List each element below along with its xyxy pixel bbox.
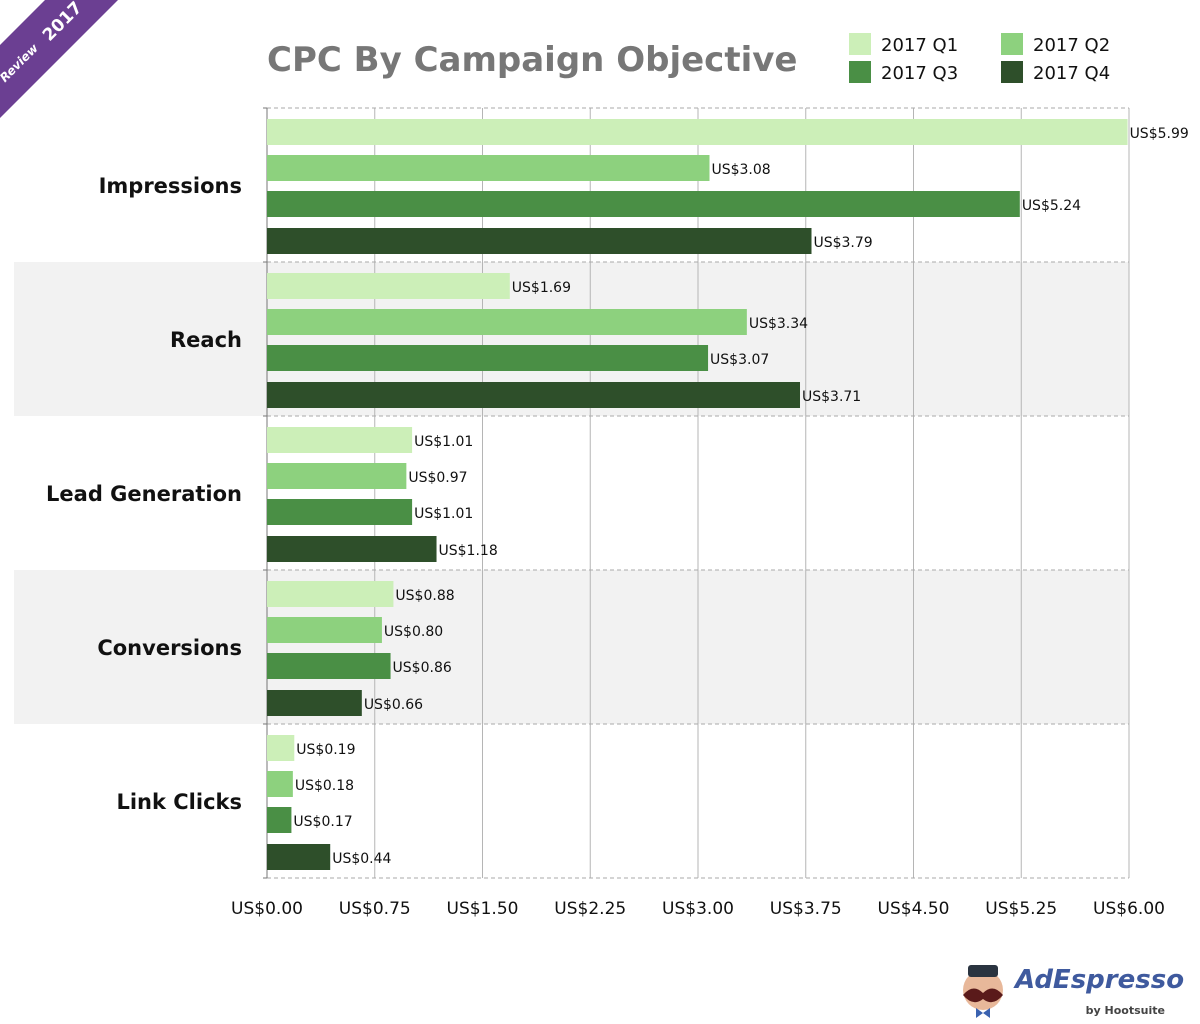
bar-2017-q2 (267, 155, 710, 181)
bar-2017-q3 (267, 807, 292, 833)
x-tick-label: US$0.75 (339, 899, 411, 919)
category-label: Reach (170, 328, 242, 352)
bar-2017-q4 (267, 382, 801, 408)
data-label: US$0.17 (293, 814, 352, 830)
mascot-mustache-icon (963, 988, 1003, 1003)
bar-2017-q3 (267, 345, 709, 371)
bar-2017-q4 (267, 536, 437, 562)
legend-swatch (849, 61, 871, 83)
data-label: US$1.01 (414, 434, 473, 450)
bar-2017-q3 (267, 191, 1020, 217)
data-label: US$0.18 (295, 778, 354, 794)
category-label: Link Clicks (116, 790, 242, 814)
adespresso-logo: AdEspresso by Hootsuite (963, 965, 1184, 1018)
bar-2017-q2 (267, 463, 407, 489)
legend-swatch (1001, 61, 1023, 83)
legend-swatch (1001, 33, 1023, 55)
data-label: US$1.18 (439, 543, 498, 559)
x-tick-label: US$4.50 (878, 899, 950, 919)
data-label: US$3.79 (813, 235, 872, 251)
data-label: US$0.97 (408, 470, 467, 486)
bar-2017-q2 (267, 617, 382, 643)
data-label: US$3.71 (802, 389, 861, 405)
bar-2017-q2 (267, 309, 747, 335)
chart-title: CPC By Campaign Objective (267, 40, 797, 80)
x-tick-label: US$1.50 (447, 899, 519, 919)
data-label: US$1.69 (512, 280, 571, 296)
data-label: US$3.34 (749, 316, 808, 332)
data-label: US$5.99 (1130, 126, 1189, 142)
x-tick-label: US$3.00 (662, 899, 734, 919)
data-label: US$0.44 (332, 851, 391, 867)
bar-2017-q4 (267, 690, 362, 716)
legend-label: 2017 Q1 (881, 35, 958, 56)
bar-2017-q3 (267, 499, 413, 525)
logo-brand: AdEspresso (1013, 965, 1184, 995)
category-label: Lead Generation (46, 482, 242, 506)
legend-label: 2017 Q2 (1033, 35, 1110, 56)
bar-2017-q4 (267, 844, 331, 870)
legend-label: 2017 Q4 (1033, 63, 1110, 84)
data-label: US$3.08 (711, 162, 770, 178)
data-label: US$3.07 (710, 352, 769, 368)
category-band-background (14, 570, 1129, 724)
data-label: US$0.80 (384, 624, 443, 640)
x-tick-label: US$0.00 (231, 899, 303, 919)
bar-2017-q1 (267, 735, 295, 761)
data-label: US$5.24 (1022, 198, 1081, 214)
x-tick-label: US$5.25 (985, 899, 1057, 919)
bar-2017-q3 (267, 653, 391, 679)
legend-swatch (849, 33, 871, 55)
bar-2017-q1 (267, 273, 510, 299)
bar-2017-q4 (267, 228, 812, 254)
data-label: US$0.88 (395, 588, 454, 604)
legend-label: 2017 Q3 (881, 63, 958, 84)
bar-2017-q1 (267, 119, 1128, 145)
category-label: Conversions (97, 636, 242, 660)
mascot-bowtie-icon (976, 1008, 990, 1018)
x-tick-label: US$2.25 (554, 899, 626, 919)
bar-2017-q1 (267, 581, 394, 607)
review-ribbon (0, 0, 118, 118)
mascot-hat-icon (968, 965, 998, 977)
x-tick-label: US$6.00 (1093, 899, 1165, 919)
data-label: US$0.19 (296, 742, 355, 758)
data-label: US$0.66 (364, 697, 423, 713)
bar-2017-q1 (267, 427, 413, 453)
logo-sub: by Hootsuite (1086, 1004, 1165, 1017)
x-tick-label: US$3.75 (770, 899, 842, 919)
data-label: US$0.86 (393, 660, 452, 676)
data-label: US$1.01 (414, 506, 473, 522)
bar-2017-q2 (267, 771, 293, 797)
category-label: Impressions (99, 174, 242, 198)
